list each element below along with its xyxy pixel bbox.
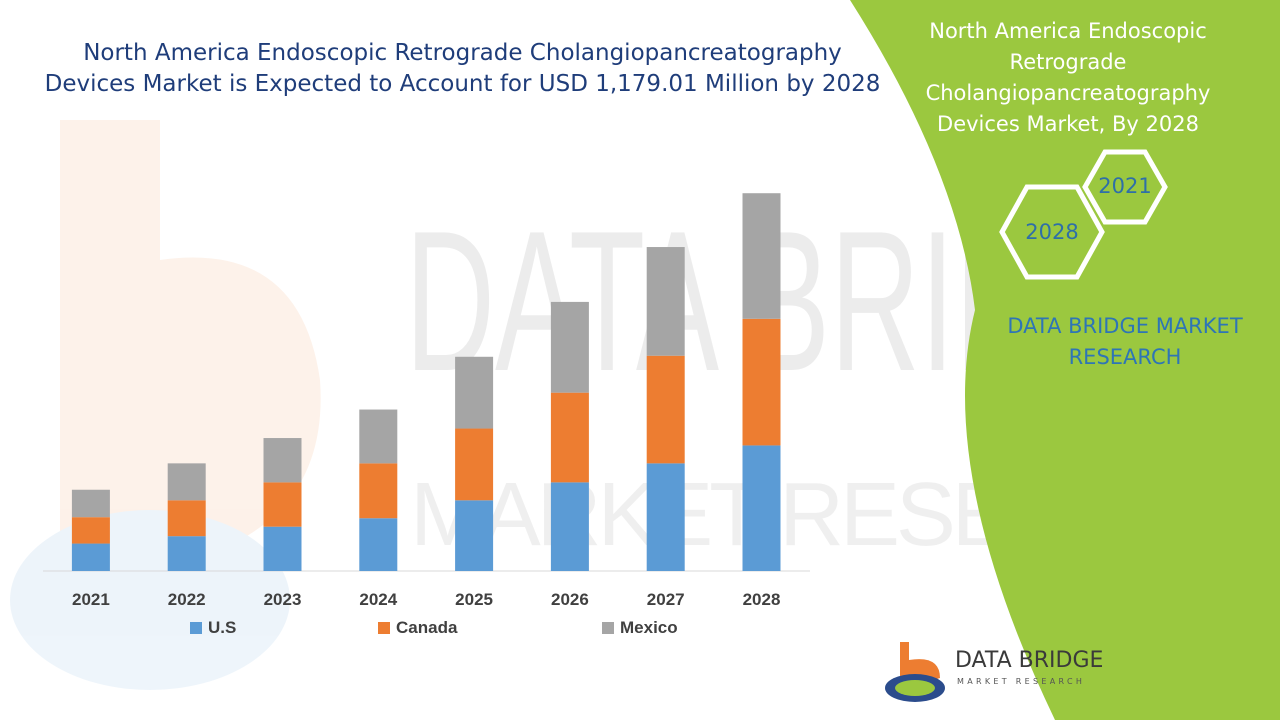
bar-mexico-2022 bbox=[167, 463, 206, 501]
bar-us-2028 bbox=[742, 445, 781, 571]
bar-mexico-2025 bbox=[455, 356, 494, 429]
bar-canada-2025 bbox=[455, 428, 494, 501]
logo-subtitle: MARKET RESEARCH bbox=[957, 677, 1086, 686]
x-tick-label-2025: 2025 bbox=[455, 590, 493, 609]
legend-swatch-mexico bbox=[602, 622, 614, 634]
legend-item-us: U.S bbox=[190, 618, 236, 638]
bar-canada-2027 bbox=[646, 355, 685, 464]
x-tick-label-2028: 2028 bbox=[743, 590, 781, 609]
bar-us-2023 bbox=[263, 526, 302, 571]
bar-mexico-2028 bbox=[742, 193, 781, 319]
x-tick-label-2026: 2026 bbox=[551, 590, 589, 609]
logo-name: DATA BRIDGE bbox=[955, 648, 1104, 673]
bar-canada-2021 bbox=[71, 517, 110, 544]
x-tick-label-2027: 2027 bbox=[647, 590, 685, 609]
x-tick-label-2023: 2023 bbox=[264, 590, 302, 609]
hex-year-2021-label: 2021 bbox=[1098, 174, 1152, 198]
bar-canada-2024 bbox=[359, 463, 398, 519]
hexagon-2028-icon bbox=[999, 184, 1105, 280]
x-tick-label-2022: 2022 bbox=[168, 590, 206, 609]
side-panel-background bbox=[850, 0, 1280, 720]
legend-swatch-us bbox=[190, 622, 202, 634]
bar-mexico-2021 bbox=[71, 489, 110, 518]
bar-us-2025 bbox=[455, 500, 494, 571]
legend-item-mexico: Mexico bbox=[602, 618, 678, 638]
side-brand-text: DATA BRIDGE MARKET RESEARCH bbox=[1007, 314, 1243, 369]
x-tick-label-2024: 2024 bbox=[359, 590, 397, 609]
bar-mexico-2027 bbox=[646, 247, 685, 356]
hexagon-2021-icon bbox=[1082, 149, 1168, 225]
bar-us-2024 bbox=[359, 518, 398, 571]
bar-us-2022 bbox=[167, 536, 206, 571]
page-title: North America Endoscopic Retrograde Chol… bbox=[44, 40, 881, 97]
bar-mexico-2024 bbox=[359, 409, 398, 464]
bar-mexico-2023 bbox=[263, 438, 302, 483]
hex-year-2028-label: 2028 bbox=[1025, 220, 1079, 244]
bar-mexico-2026 bbox=[550, 301, 589, 393]
legend-label-us: U.S bbox=[208, 618, 237, 637]
bar-us-2021 bbox=[71, 543, 110, 571]
data-bridge-logo-icon bbox=[885, 642, 945, 702]
x-tick-label-2021: 2021 bbox=[72, 590, 110, 609]
legend-label-canada: Canada bbox=[396, 618, 458, 637]
bar-canada-2028 bbox=[742, 318, 781, 446]
bar-canada-2023 bbox=[263, 482, 302, 527]
legend-label-mexico: Mexico bbox=[620, 618, 678, 637]
side-panel-title: North America Endoscopic Retrograde Chol… bbox=[925, 19, 1211, 136]
legend-swatch-canada bbox=[378, 622, 390, 634]
legend-item-canada: Canada bbox=[378, 618, 457, 638]
bar-us-2027 bbox=[646, 463, 685, 571]
bar-canada-2026 bbox=[550, 392, 589, 483]
bar-us-2026 bbox=[550, 482, 589, 571]
bar-canada-2022 bbox=[167, 500, 206, 537]
